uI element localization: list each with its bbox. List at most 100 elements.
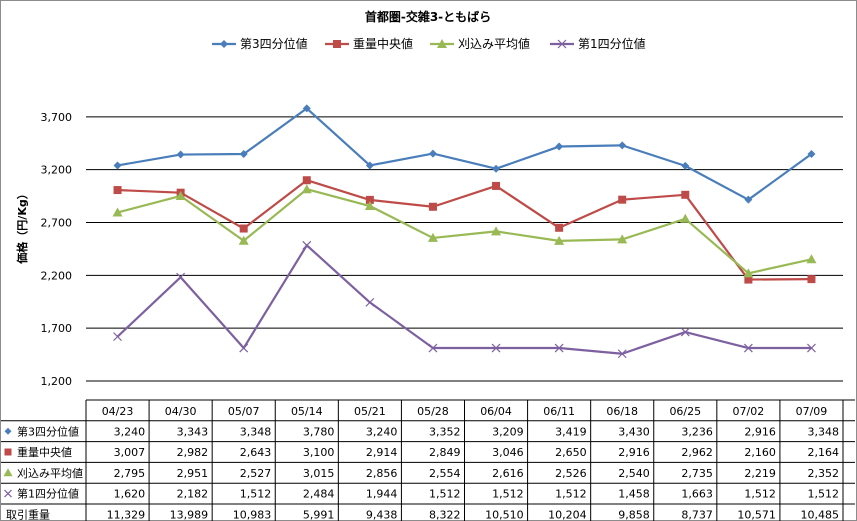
- data-point: [302, 176, 311, 185]
- x-marker-stroke: [4, 489, 12, 498]
- table-cell: 1,512: [808, 488, 840, 501]
- table-cell: 2,856: [366, 467, 398, 480]
- legend-label: 刈込み平均値: [458, 36, 530, 51]
- x-marker-stroke: [554, 343, 564, 353]
- x-tick-label: 05/21: [354, 405, 386, 418]
- data-table: 04/23 04/30 05/07 05/14 05/21 05/28 06/04 06/11…: [1, 399, 855, 521]
- data-point: [680, 327, 690, 337]
- data-point: [301, 184, 312, 194]
- x-marker-stroke: [428, 343, 438, 353]
- table-cell: 2,849: [429, 446, 461, 459]
- table-cell: 2,616: [492, 467, 524, 480]
- x-marker-stroke: [807, 343, 816, 353]
- x-marker-stroke: [617, 349, 627, 359]
- data-point: [618, 141, 627, 150]
- data-point: [427, 232, 438, 242]
- y-tick-label: 3,200: [41, 164, 73, 177]
- data-point: [239, 343, 249, 353]
- data-point: [302, 240, 312, 250]
- table-cell: 2,540: [618, 467, 650, 480]
- y-tick-label: 1,700: [41, 322, 73, 335]
- x-tick-label: 05/14: [291, 405, 323, 418]
- x-tick-label: 07/09: [796, 405, 828, 418]
- x-tick-label: 06/11: [543, 405, 575, 418]
- x-marker-stroke: [680, 327, 690, 337]
- x-tick-label: 05/07: [228, 405, 260, 418]
- x-marker-stroke: [491, 343, 501, 353]
- table-cell: 3,015: [303, 467, 335, 480]
- data-point: [428, 202, 437, 211]
- y-tick-label: 2,700: [41, 217, 73, 230]
- table-cell: 10,571: [737, 509, 776, 521]
- data-point: [176, 150, 185, 159]
- table-cell: 1,663: [681, 488, 713, 501]
- table-cell: 2,914: [366, 446, 398, 459]
- x-tick-label: 05/28: [417, 405, 449, 418]
- table-cell: 1,512: [555, 488, 587, 501]
- data-point: [113, 161, 122, 170]
- x-marker-stroke: [743, 343, 753, 353]
- table-cell: 3,352: [429, 425, 461, 438]
- table-cell: 3,348: [808, 425, 840, 438]
- chart-title: 首都圏-交雑3-ともばら: [365, 9, 491, 24]
- table-cell: 1,512: [492, 488, 524, 501]
- table-cell: 1,944: [366, 488, 398, 501]
- x-marker-stroke: [557, 39, 567, 49]
- table-cell: 3,240: [366, 425, 398, 438]
- data-point: [239, 224, 248, 233]
- data-point: [175, 190, 186, 200]
- table-cell: 2,735: [681, 467, 713, 480]
- table-cell: 1,512: [240, 488, 272, 501]
- table-cell: 2,554: [429, 467, 461, 480]
- legend-label: 重量中央値: [353, 36, 413, 51]
- data-point: [807, 343, 816, 353]
- series-1: [113, 104, 816, 204]
- data-point: [617, 349, 627, 359]
- x-tick-label: 04/30: [165, 405, 197, 418]
- data-point: [176, 272, 186, 282]
- x-tick-label: 06/25: [669, 405, 701, 418]
- row-label: 取引重量: [6, 508, 50, 521]
- row-label: 刈込み平均値: [17, 467, 83, 480]
- series-line: [117, 107, 813, 201]
- data-point: [554, 235, 565, 245]
- legend-item: 第3四分位値: [212, 36, 308, 51]
- table-cell: 1,458: [618, 488, 650, 501]
- y-tick-label: 3,700: [41, 111, 73, 124]
- table-cell: 2,643: [240, 446, 272, 459]
- x-marker-stroke: [113, 332, 122, 342]
- legend-item: 第1四分位値: [550, 36, 646, 51]
- table-cell: 9,858: [618, 509, 650, 521]
- legend-marker: [437, 39, 447, 48]
- data-point: [744, 195, 753, 204]
- table-cell: 8,737: [681, 509, 713, 521]
- table-cell: 11,329: [107, 509, 146, 521]
- legend-marker: [557, 39, 567, 49]
- table-cell: 2,982: [177, 446, 209, 459]
- table-cell: 3,007: [114, 446, 146, 459]
- row-label: 重量中央値: [17, 445, 72, 459]
- table-cell: 1,512: [744, 488, 776, 501]
- row-legend-marker: [4, 448, 12, 456]
- data-point: [618, 195, 627, 204]
- data-point: [743, 268, 754, 278]
- table-cell: 3,236: [681, 425, 713, 438]
- table-cell: 3,780: [303, 425, 335, 438]
- data-point: [491, 343, 501, 353]
- x-marker-stroke: [176, 272, 186, 282]
- legend-marker: [333, 40, 341, 48]
- table-cell: 2,182: [177, 488, 209, 501]
- data-point: [806, 254, 817, 264]
- series-2: [113, 176, 816, 284]
- table-cell: 2,526: [555, 467, 587, 480]
- row-label: 第1四分位値: [17, 487, 79, 501]
- row-legend-marker: [4, 427, 12, 435]
- row-legend-marker: [3, 468, 13, 477]
- y-axis-label: 価格（円/Kg）: [15, 188, 29, 264]
- series-3: [112, 184, 817, 278]
- data-point: [492, 164, 501, 173]
- data-point: [238, 235, 249, 245]
- data-point: [807, 150, 816, 159]
- table-cell: 10,983: [233, 509, 272, 521]
